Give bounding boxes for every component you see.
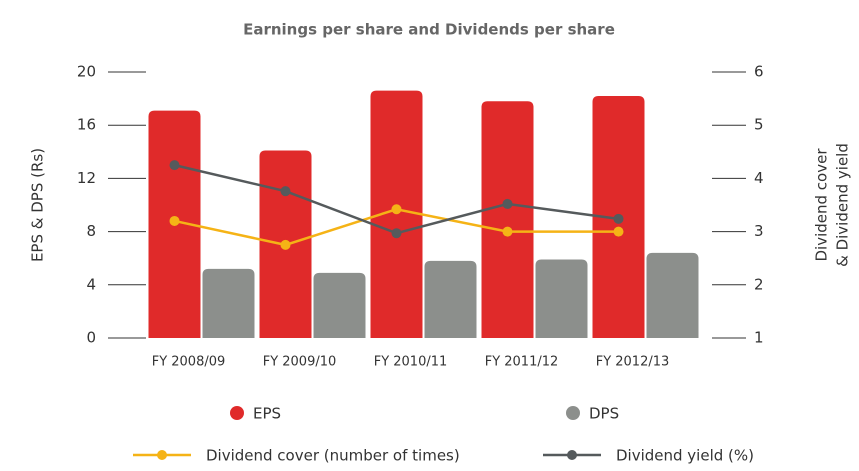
legend-label: Dividend cover (number of times) [206,447,460,465]
line-point [280,186,291,197]
y2-tick-label: 5 [754,116,764,134]
y2-tick-label: 6 [754,63,764,81]
legend-label: DPS [589,405,619,423]
legend-swatch [230,406,244,420]
line-point [169,160,180,171]
legend-label: EPS [253,405,281,423]
y-tick-label: 4 [86,275,96,293]
x-tick-label: FY 2010/11 [374,355,448,370]
line-point [502,226,513,237]
line-point [613,213,624,224]
y2-tick-label: 4 [754,169,764,187]
x-tick-label: FY 2011/12 [485,355,559,370]
y2-axis-label: & Dividend yield [834,143,852,267]
legend-swatch [567,450,577,460]
x-tick-label: FY 2008/09 [152,355,226,370]
y-tick-label: 0 [86,329,96,347]
y-tick-label: 16 [77,116,96,134]
line-point [613,226,624,237]
bar [424,260,477,338]
y-axis-label: EPS & DPS (Rs) [29,148,47,262]
y-tick-label: 20 [77,63,96,81]
y-tick-label: 12 [77,169,96,187]
x-tick-label: FY 2012/13 [596,355,670,370]
bar [646,252,699,338]
legend-swatch [566,406,580,420]
legend-swatch [157,450,167,460]
bar [202,268,255,338]
bar [481,101,534,338]
bar [313,272,366,338]
y-tick-label: 8 [86,222,96,240]
bar [370,90,423,339]
legend-label: Dividend yield (%) [616,447,754,465]
line-point [391,204,402,215]
x-tick-label: FY 2009/10 [263,355,337,370]
bar [535,259,588,338]
y2-tick-label: 2 [754,275,764,293]
line-point [169,215,180,226]
y2-axis-label: Dividend cover [813,148,831,262]
chart-title: Earnings per share and Dividends per sha… [243,21,615,39]
y2-tick-label: 1 [754,329,764,347]
y2-tick-label: 3 [754,222,764,240]
line-point [280,239,291,250]
line-point [391,228,402,239]
line-point [502,198,513,209]
